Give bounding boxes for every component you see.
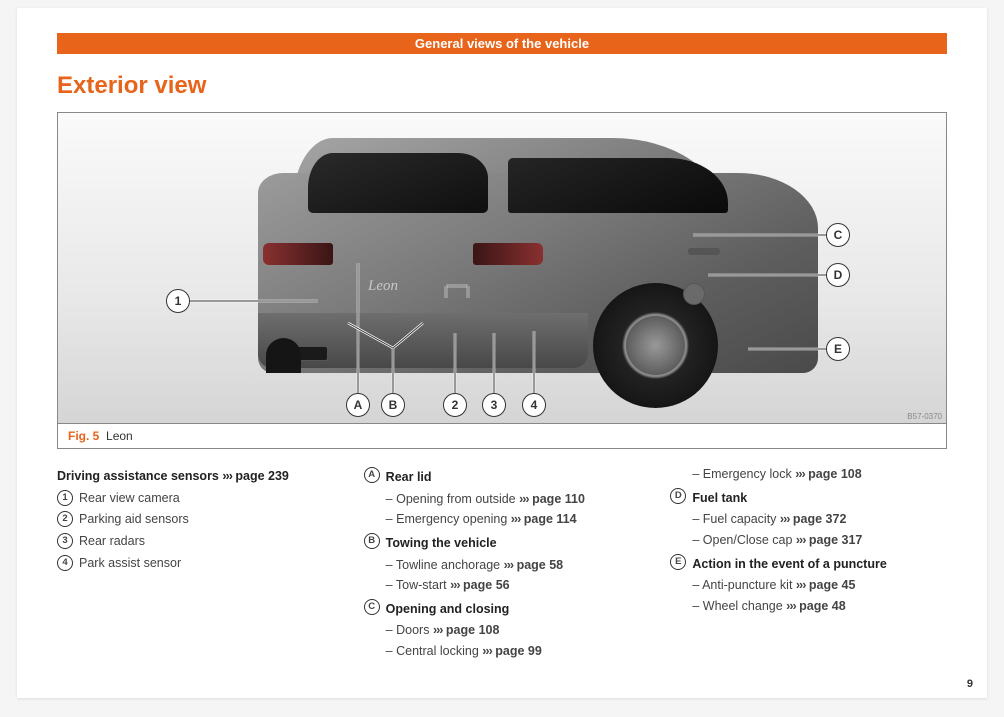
figure-caption: Fig. 5 Leon xyxy=(58,423,946,448)
item-marker: 4 xyxy=(57,555,73,571)
item-marker: D xyxy=(670,488,686,504)
col1-heading: Driving assistance sensors ››› page 239 xyxy=(57,466,334,487)
list-item: B Towing the vehicle xyxy=(364,531,641,554)
car-illustration: Leon xyxy=(208,138,848,418)
sub-item: Emergency opening ››› page 114 xyxy=(364,509,641,530)
item-marker: C xyxy=(364,599,380,615)
list-item: C Opening and closing xyxy=(364,597,641,620)
callout-3: 3 xyxy=(482,393,506,417)
manual-page: General views of the vehicle Exterior vi… xyxy=(17,8,987,698)
list-item: E Action in the event of a puncture xyxy=(670,552,947,575)
sub-item: Doors ››› page 108 xyxy=(364,620,641,641)
item-marker: E xyxy=(670,554,686,570)
callout-2: 2 xyxy=(443,393,467,417)
page-number: 9 xyxy=(967,678,973,690)
callout-4: 4 xyxy=(522,393,546,417)
list-item: 3 Rear radars xyxy=(57,531,334,552)
list-item: D Fuel tank xyxy=(670,486,947,509)
header-bar: General views of the vehicle xyxy=(57,33,947,54)
item-heading: Fuel tank xyxy=(692,488,747,509)
column-3: Emergency lock ››› page 108 D Fuel tankFue… xyxy=(670,464,947,662)
column-1: Driving assistance sensors ››› page 239 … xyxy=(57,464,334,662)
sub-item: Anti-puncture kit ››› page 45 xyxy=(670,575,947,596)
sub-item: Fuel capacity ››› page 372 xyxy=(670,509,947,530)
sub-item: Central locking ››› page 99 xyxy=(364,641,641,662)
figure-caption-text: Leon xyxy=(106,429,133,443)
content-columns: Driving assistance sensors ››› page 239 … xyxy=(57,464,947,662)
item-text: Rear view camera xyxy=(79,488,180,509)
item-marker: B xyxy=(364,533,380,549)
callout-D: D xyxy=(826,263,850,287)
item-marker: A xyxy=(364,467,380,483)
item-heading: Action in the event of a puncture xyxy=(692,554,886,575)
section-title: Exterior view xyxy=(57,72,947,100)
item-heading: Towing the vehicle xyxy=(386,533,497,554)
list-item: 4 Park assist sensor xyxy=(57,553,334,574)
sub-item: Towline anchorage ››› page 58 xyxy=(364,555,641,576)
figure-label: Fig. 5 xyxy=(68,429,99,443)
item-heading: Opening and closing xyxy=(386,599,510,620)
list-item: A Rear lid xyxy=(364,465,641,488)
item-heading: Rear lid xyxy=(386,467,432,488)
sub-item: Wheel change ››› page 48 xyxy=(670,596,947,617)
callout-C: C xyxy=(826,223,850,247)
item-marker: 1 xyxy=(57,490,73,506)
callout-A: A xyxy=(346,393,370,417)
item-text: Parking aid sensors xyxy=(79,509,189,530)
list-item: 2 Parking aid sensors xyxy=(57,509,334,530)
item-text: Park assist sensor xyxy=(79,553,181,574)
vehicle-diagram: Leon xyxy=(58,113,946,423)
sub-item: Tow-start ››› page 56 xyxy=(364,575,641,596)
item-marker: 2 xyxy=(57,511,73,527)
callout-1: 1 xyxy=(166,289,190,313)
callout-E: E xyxy=(826,337,850,361)
callout-B: B xyxy=(381,393,405,417)
item-text: Rear radars xyxy=(79,531,145,552)
sub-item: Opening from outside ››› page 110 xyxy=(364,489,641,510)
sub-item: Emergency lock ››› page 108 xyxy=(670,464,947,485)
item-marker: 3 xyxy=(57,533,73,549)
figure-box: Leon xyxy=(57,112,947,449)
sub-item: Open/Close cap ››› page 317 xyxy=(670,530,947,551)
column-2: A Rear lidOpening from outside ››› page 1… xyxy=(364,464,641,662)
image-code: B57-0370 xyxy=(907,412,942,421)
list-item: 1 Rear view camera xyxy=(57,488,334,509)
